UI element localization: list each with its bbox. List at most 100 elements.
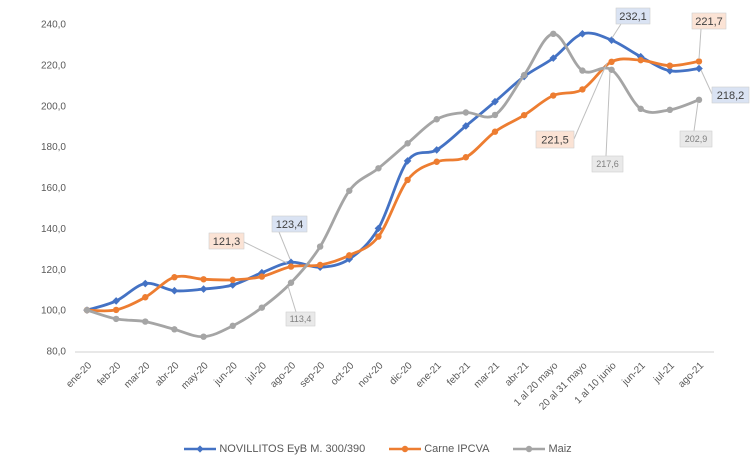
y-tick-label: 140,0 xyxy=(41,224,66,235)
legend-label-novillitos: NOVILLITOS EyB M. 300/390 xyxy=(219,443,366,455)
data-point-novillitos-eyb-m-300-390 xyxy=(549,54,558,62)
data-point-carne-ipcva xyxy=(346,252,353,259)
data-point-carne-ipcva xyxy=(171,274,178,281)
data-point-maiz xyxy=(142,318,149,325)
data-point-carne-ipcva xyxy=(637,56,644,64)
x-category-label: ene-20 xyxy=(64,360,94,390)
data-callout-value: 123,4 xyxy=(276,219,304,231)
y-tick-label: 160,0 xyxy=(41,183,66,194)
callout-leader-line xyxy=(611,23,622,39)
data-callout-box xyxy=(271,215,308,233)
data-point-carne-ipcva xyxy=(258,273,266,280)
x-category-label: feb-21 xyxy=(445,360,473,388)
x-category-label: dic-20 xyxy=(388,360,415,387)
data-point-novillitos-eyb-m-300-390 xyxy=(403,157,412,165)
data-point-novillitos-eyb-m-300-390 xyxy=(141,279,150,288)
data-point-carne-ipcva xyxy=(695,58,703,65)
y-tick-label: 200,0 xyxy=(41,101,66,112)
x-category-label: ago-21 xyxy=(676,360,706,390)
callout-leader-line xyxy=(605,71,611,157)
x-category-label: sep-20 xyxy=(298,360,328,390)
data-point-maiz xyxy=(171,326,178,333)
data-point-novillitos-eyb-m-300-390 xyxy=(491,97,499,106)
data-callout-value: 202,9 xyxy=(685,134,708,144)
callout-leader-line xyxy=(573,62,608,140)
data-point-novillitos-eyb-m-300-390 xyxy=(374,224,383,233)
y-tick-label: 220,0 xyxy=(41,60,66,71)
data-point-maiz xyxy=(608,66,615,73)
x-category-label: ago-20 xyxy=(268,360,298,390)
data-callout-value: 221,7 xyxy=(695,16,723,28)
data-point-maiz xyxy=(404,140,411,147)
legend-label-carne-ipcva: Carne IPCVA xyxy=(424,443,490,455)
x-category-label: feb-20 xyxy=(95,360,123,388)
data-callout-box xyxy=(208,232,245,250)
callout-leader-line xyxy=(693,101,699,132)
data-point-carne-ipcva xyxy=(229,276,236,284)
data-point-novillitos-eyb-m-300-390 xyxy=(112,297,120,305)
series-line-maiz xyxy=(85,32,701,339)
callout-leader-line xyxy=(243,241,288,264)
legend-label-maiz: Maiz xyxy=(548,443,572,455)
data-callout-value: 232,1 xyxy=(619,11,647,23)
data-point-carne-ipcva xyxy=(287,263,295,270)
novillitos-line-swatch xyxy=(184,445,217,453)
data-point-novillitos-eyb-m-300-390 xyxy=(578,30,587,38)
x-category-label: nov-20 xyxy=(356,360,386,390)
series-line-novillitos-eyb-m-300-390 xyxy=(85,31,701,312)
data-point-maiz xyxy=(550,30,557,38)
data-callout-value: 113,4 xyxy=(290,314,312,324)
legend-item-carne-ipcva[interactable]: Carne IPCVA xyxy=(389,443,489,455)
x-category-label: oct-20 xyxy=(329,360,357,388)
data-point-maiz xyxy=(258,304,266,311)
y-tick-label: 180,0 xyxy=(41,142,66,153)
data-point-carne-ipcva xyxy=(608,58,615,66)
data-point-carne-ipcva xyxy=(433,158,440,165)
data-point-maiz xyxy=(695,96,703,104)
data-callout-box xyxy=(615,7,651,25)
data-point-carne-ipcva xyxy=(404,176,411,184)
data-point-novillitos-eyb-m-300-390 xyxy=(607,36,616,44)
data-callout-value: 121,3 xyxy=(213,236,241,248)
x-category-label: abr-20 xyxy=(153,360,182,389)
data-point-carne-ipcva xyxy=(200,276,207,283)
data-point-maiz xyxy=(229,322,236,330)
data-point-maiz xyxy=(112,315,120,323)
data-point-maiz xyxy=(637,105,644,113)
data-point-maiz xyxy=(666,106,674,114)
data-callout-value: 221,5 xyxy=(541,134,569,146)
data-point-carne-ipcva xyxy=(579,86,586,93)
x-category-label: jun-21 xyxy=(620,360,648,388)
x-category-label: may-20 xyxy=(179,360,211,392)
y-tick-label: 80,0 xyxy=(47,347,67,358)
data-point-carne-ipcva xyxy=(462,154,470,161)
data-point-novillitos-eyb-m-300-390 xyxy=(432,146,441,154)
data-point-maiz xyxy=(316,243,324,250)
x-category-label: jul-20 xyxy=(243,360,269,386)
data-point-novillitos-eyb-m-300-390 xyxy=(228,281,237,289)
callout-leader-line xyxy=(700,69,713,95)
data-point-maiz xyxy=(287,279,295,286)
data-point-carne-ipcva xyxy=(550,92,557,99)
data-point-novillitos-eyb-m-300-390 xyxy=(695,64,703,73)
y-tick-label: 240,0 xyxy=(41,20,66,31)
data-point-maiz xyxy=(579,67,586,74)
data-callout-box xyxy=(285,311,316,327)
data-point-maiz xyxy=(375,165,382,172)
x-category-label: jun-20 xyxy=(212,360,240,388)
data-callout-box xyxy=(679,130,713,148)
legend-item-novillitos[interactable]: NOVILLITOS EyB M. 300/390 xyxy=(184,443,365,455)
legend-item-maiz[interactable]: Maiz xyxy=(513,443,572,455)
data-point-carne-ipcva xyxy=(142,294,149,301)
callout-leader-line xyxy=(698,28,702,60)
data-callout-box xyxy=(711,86,750,104)
x-category-label: ene-21 xyxy=(414,360,444,390)
data-point-novillitos-eyb-m-300-390 xyxy=(199,285,208,293)
data-point-novillitos-eyb-m-300-390 xyxy=(666,67,674,75)
y-tick-label: 120,0 xyxy=(41,265,66,276)
data-point-carne-ipcva xyxy=(491,128,499,135)
data-point-novillitos-eyb-m-300-390 xyxy=(287,258,295,267)
data-point-maiz xyxy=(462,109,470,116)
carne-ipcva-line-swatch xyxy=(389,445,422,453)
